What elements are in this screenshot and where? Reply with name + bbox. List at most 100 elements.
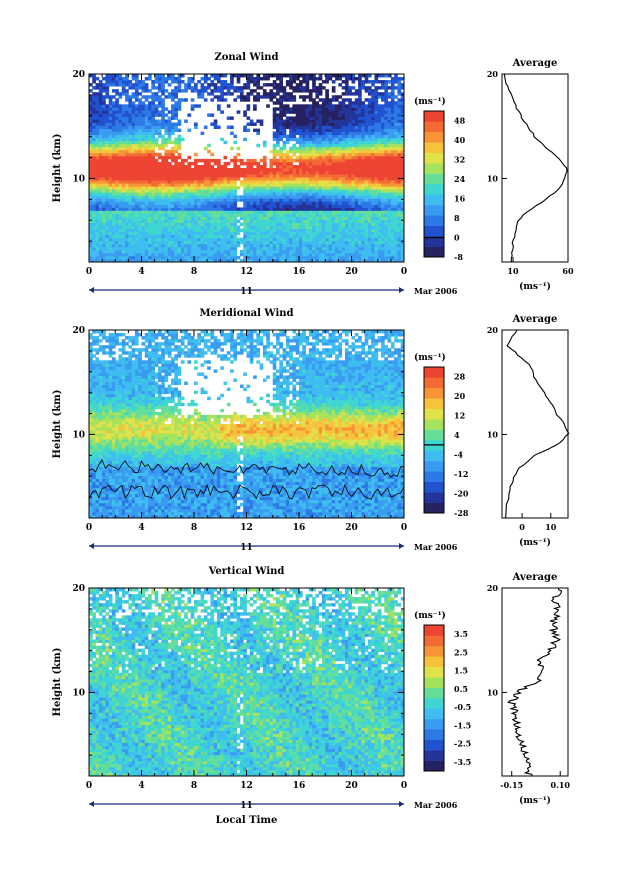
heatmap-cell xyxy=(164,77,169,81)
heatmap-cell xyxy=(111,149,116,154)
heatmap-cell xyxy=(295,252,300,257)
heatmap-cell xyxy=(200,240,205,245)
heatmap-cell xyxy=(207,183,211,187)
heatmap-cell xyxy=(128,161,133,166)
heatmap-cell xyxy=(331,213,336,217)
heatmap-cell xyxy=(171,116,175,120)
heatmap-cell xyxy=(141,131,146,136)
heatmap-cell xyxy=(381,95,385,99)
heatmap-cell xyxy=(315,201,320,205)
heatmap-cell xyxy=(374,255,379,260)
heatmap-cell xyxy=(174,125,178,129)
heatmap-cell xyxy=(144,95,149,99)
heatmap-cell xyxy=(216,228,221,233)
heatmap-cell xyxy=(207,143,211,148)
heatmap-cell xyxy=(292,125,297,129)
heatmap-cell xyxy=(108,137,113,142)
heatmap-cell xyxy=(102,252,106,257)
heatmap-cell xyxy=(89,231,93,236)
heatmap-cell xyxy=(358,113,362,117)
heatmap-cell xyxy=(220,234,224,239)
heatmap-cell xyxy=(335,74,339,78)
heatmap-cell xyxy=(371,240,375,245)
heatmap-cell xyxy=(98,177,103,181)
heatmap-cell xyxy=(325,158,329,163)
heatmap-cell xyxy=(92,219,96,223)
heatmap-cell xyxy=(243,201,247,205)
heatmap-cell xyxy=(371,89,375,93)
heatmap-cell xyxy=(128,192,133,196)
heatmap-cell xyxy=(141,213,146,217)
heatmap-cell xyxy=(295,225,300,230)
heatmap-cell xyxy=(184,86,188,90)
heatmap-cell xyxy=(157,152,162,157)
heatmap-cell xyxy=(131,219,136,223)
heatmap-cell xyxy=(266,225,270,230)
heatmap-cell xyxy=(259,177,264,181)
heatmap-cell xyxy=(282,180,287,184)
heatmap-cell xyxy=(348,107,352,111)
heatmap-cell xyxy=(335,231,339,236)
heatmap-cell xyxy=(115,180,119,184)
heatmap-cell xyxy=(308,168,313,172)
heatmap-cell xyxy=(312,116,316,120)
heatmap-cell xyxy=(305,107,310,111)
heatmap-cell xyxy=(335,246,339,251)
heatmap-cell xyxy=(321,204,326,208)
heatmap-cell xyxy=(272,152,277,157)
heatmap-cell xyxy=(325,146,329,151)
heatmap-cell xyxy=(321,164,326,169)
heatmap-cell xyxy=(161,168,165,172)
heatmap-cell xyxy=(331,234,336,239)
heatmap-cell xyxy=(194,104,198,108)
heatmap-cell xyxy=(276,101,280,105)
heatmap-cell xyxy=(157,243,162,248)
heatmap-cell xyxy=(367,168,372,172)
heatmap-cell xyxy=(134,113,139,117)
heatmap-cell xyxy=(95,134,100,139)
heatmap-cell xyxy=(384,89,388,93)
heatmap-cell xyxy=(194,186,198,190)
heatmap-cell xyxy=(259,171,264,175)
heatmap-cell xyxy=(384,110,388,114)
heatmap-cell xyxy=(161,258,165,263)
heatmap-cell xyxy=(302,80,306,84)
heatmap-cell xyxy=(184,228,188,233)
heatmap-cell xyxy=(266,243,270,248)
heatmap-cell xyxy=(351,186,356,190)
heatmap-cell xyxy=(194,210,198,214)
heatmap-cell xyxy=(154,128,159,133)
heatmap-cell xyxy=(390,146,395,151)
heatmap-cell xyxy=(98,222,103,227)
heatmap-cell xyxy=(144,252,149,257)
heatmap-cell xyxy=(338,213,343,217)
heatmap-cell xyxy=(344,128,349,133)
heatmap-cell xyxy=(262,74,267,78)
heatmap-cell xyxy=(230,222,234,227)
heatmap-cell xyxy=(321,140,326,145)
heatmap-cell xyxy=(390,216,395,220)
heatmap-cell xyxy=(259,234,264,239)
heatmap-cell xyxy=(230,125,234,129)
heatmap-cell xyxy=(400,237,405,242)
heatmap-cell xyxy=(249,216,254,220)
heatmap-cell xyxy=(210,210,215,214)
heatmap-cell xyxy=(266,180,270,184)
heatmap-cell xyxy=(138,98,142,102)
heatmap-cell xyxy=(174,204,178,208)
heatmap-cell xyxy=(394,201,398,205)
heatmap-cell xyxy=(367,204,372,208)
heatmap-cell xyxy=(190,246,195,251)
heatmap-cell xyxy=(243,125,247,129)
heatmap-cell xyxy=(226,125,231,129)
heatmap-cell xyxy=(157,234,162,239)
heatmap-cell xyxy=(95,116,100,120)
heatmap-cell xyxy=(95,225,100,230)
heatmap-cell xyxy=(312,219,316,223)
heatmap-cell xyxy=(157,113,162,117)
heatmap-cell xyxy=(144,246,149,251)
heatmap-cell xyxy=(171,258,175,263)
heatmap-cell xyxy=(95,237,100,242)
heatmap-cell xyxy=(141,101,146,105)
heatmap-cell xyxy=(138,201,142,205)
